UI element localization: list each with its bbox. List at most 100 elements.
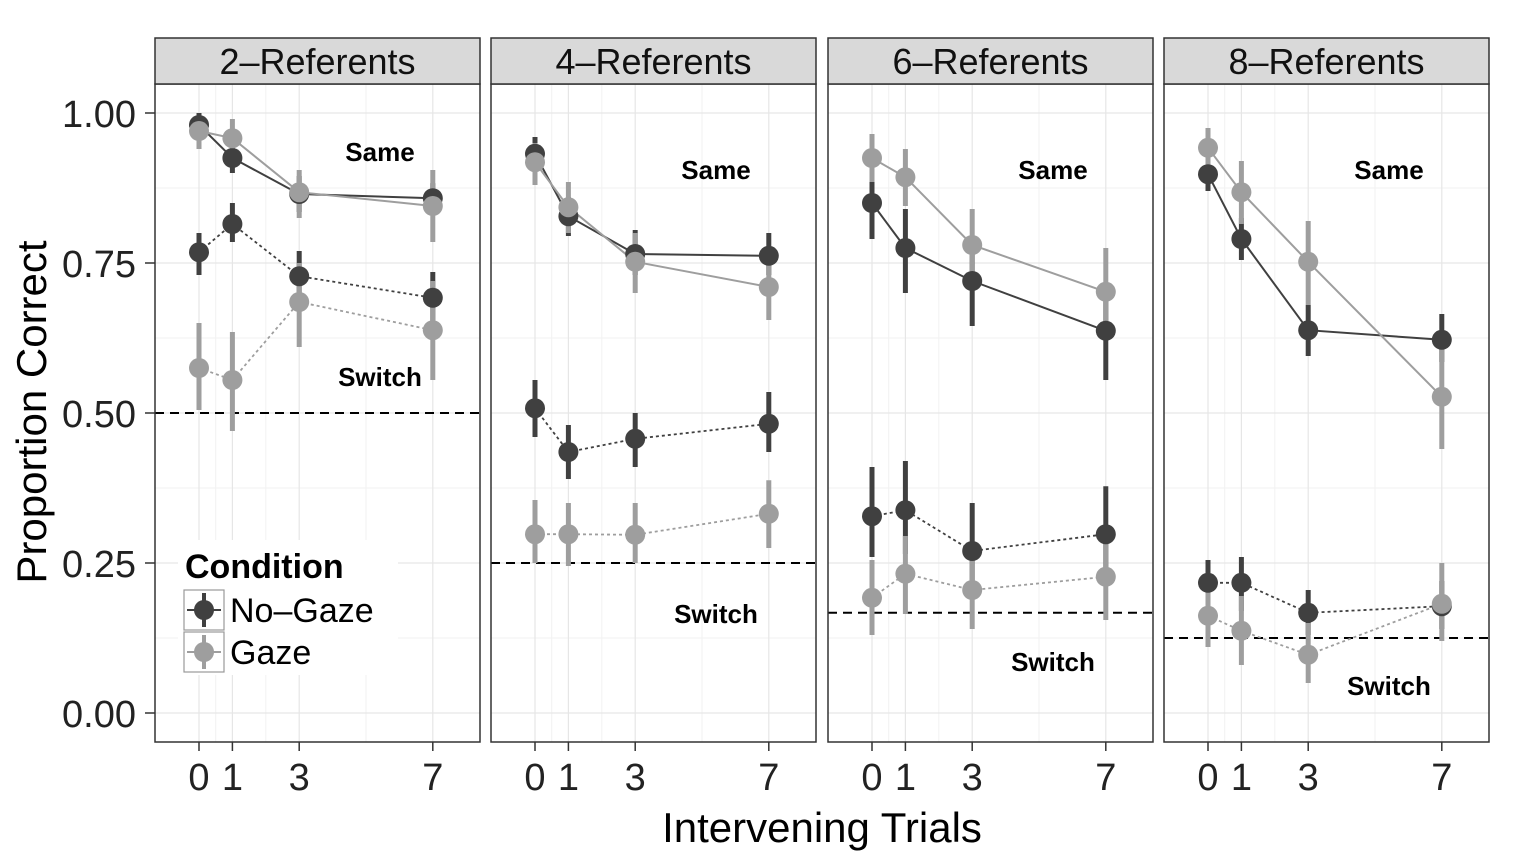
- x-tick-label: 1: [1231, 757, 1252, 799]
- data-point: [1431, 593, 1452, 614]
- facet-panel: Same Switch 8–Referents 0 1 3 7: [1163, 37, 1490, 799]
- series-line: [1207, 147, 1443, 398]
- y-axis-title: Proportion Correct: [8, 240, 55, 583]
- same-label: Same: [1354, 155, 1423, 185]
- data-point: [422, 287, 443, 308]
- switch-label: Switch: [674, 599, 758, 629]
- x-tick-label: 1: [558, 757, 579, 799]
- data-point: [962, 235, 983, 255]
- data-point: [1298, 320, 1319, 341]
- data-point: [625, 524, 646, 545]
- data-point: [422, 320, 443, 341]
- series-line: [1207, 173, 1442, 341]
- data-point: [525, 152, 545, 173]
- strip-background: [827, 37, 1154, 85]
- data-point: [962, 580, 983, 600]
- data-point: [862, 587, 882, 608]
- series-line: [198, 222, 433, 299]
- data-point: [1231, 572, 1252, 593]
- data-point: [222, 148, 243, 168]
- x-tick-label: 1: [222, 757, 243, 799]
- switch-label: Switch: [1347, 671, 1431, 701]
- y-tick-label: 0.50: [62, 394, 136, 436]
- switch-label: Switch: [338, 362, 422, 392]
- data-point: [1198, 572, 1218, 593]
- x-tick-label: 3: [289, 757, 310, 799]
- series-line: [534, 161, 769, 288]
- x-tick-label: 3: [962, 757, 983, 799]
- same-label: Same: [681, 155, 750, 185]
- x-tick-label: 3: [1298, 757, 1319, 799]
- legend-label: No–Gaze: [230, 592, 374, 630]
- legend-key-point: [194, 642, 214, 662]
- x-tick-label: 7: [758, 757, 779, 799]
- strip-title: 2–Referents: [219, 41, 415, 82]
- data-point: [625, 251, 646, 272]
- data-point: [1095, 320, 1116, 341]
- data-point: [289, 266, 310, 287]
- x-tick-label: 7: [422, 757, 443, 799]
- data-point: [1198, 164, 1218, 185]
- data-point: [558, 524, 579, 545]
- data-point: [1431, 329, 1452, 350]
- series-line: [198, 124, 433, 200]
- data-point: [222, 128, 243, 149]
- y-tick-label: 0.00: [62, 694, 136, 736]
- legend-label: Gaze: [230, 634, 311, 672]
- data-point: [1095, 566, 1116, 587]
- data-point: [1231, 229, 1252, 249]
- x-tick-label: 7: [1095, 757, 1116, 799]
- data-point: [525, 524, 545, 545]
- facet-panel: Same Switch 6–Referents 0 1 3 7: [827, 37, 1154, 799]
- data-point: [222, 370, 243, 390]
- data-point: [862, 148, 882, 168]
- data-point: [222, 214, 243, 234]
- same-label: Same: [1018, 155, 1087, 185]
- data-point: [1231, 620, 1252, 641]
- series-line: [871, 157, 1107, 293]
- data-point: [758, 245, 779, 266]
- switch-label: Switch: [1011, 647, 1095, 677]
- data-point: [962, 541, 983, 561]
- data-point: [862, 506, 882, 527]
- data-point: [895, 563, 916, 584]
- x-tick-label: 1: [895, 757, 916, 799]
- data-point: [962, 271, 983, 291]
- data-point: [558, 197, 579, 218]
- x-tick-label: 0: [524, 757, 545, 799]
- x-tick-label: 7: [1431, 757, 1452, 799]
- data-point: [862, 193, 882, 213]
- strip-title: 8–Referents: [1228, 41, 1424, 82]
- series-line: [535, 512, 769, 536]
- strip-title: 4–Referents: [555, 41, 751, 82]
- series-line: [198, 301, 433, 382]
- y-tick-label: 1.00: [62, 94, 136, 136]
- data-point: [758, 503, 779, 524]
- x-tick-label: 3: [625, 757, 646, 799]
- data-point: [289, 182, 310, 203]
- data-point: [758, 277, 779, 297]
- facet-panel: Same Switch 2–Referents 0 1 3 7: [154, 37, 481, 799]
- data-point: [1298, 251, 1319, 272]
- panels-layer: 0.00 0.25 0.50 0.75 1.00 Same Switch 2–Referent…: [62, 37, 1490, 799]
- x-tick-label: 0: [861, 757, 882, 799]
- data-point: [625, 428, 646, 449]
- x-tick-label: 0: [188, 757, 209, 799]
- legend: Condition No–Gaze Gaze: [178, 540, 398, 675]
- legend-title: Condition: [185, 548, 344, 586]
- x-tick-label: 0: [1197, 757, 1218, 799]
- y-tick-label: 0.75: [62, 244, 136, 286]
- data-point: [895, 238, 916, 258]
- strip-title: 6–Referents: [892, 41, 1088, 82]
- data-point: [189, 121, 209, 141]
- x-axis-title: Intervening Trials: [662, 804, 982, 851]
- data-point: [525, 398, 545, 419]
- data-point: [1298, 602, 1319, 623]
- data-point: [1298, 644, 1319, 665]
- series-line: [871, 572, 1106, 599]
- data-point: [1198, 137, 1218, 158]
- data-point: [189, 242, 209, 263]
- data-point: [289, 292, 310, 312]
- data-point: [1095, 524, 1116, 545]
- data-point: [895, 500, 916, 521]
